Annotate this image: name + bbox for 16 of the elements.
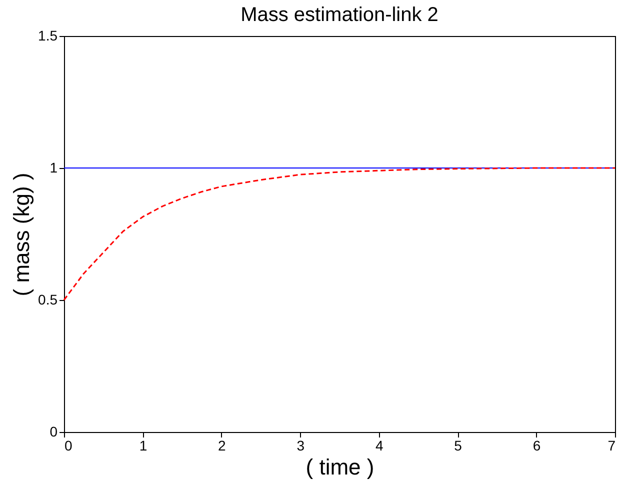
x-tick-label: 1 bbox=[139, 438, 148, 454]
y-axis-title: ( mass (kg) ) bbox=[9, 172, 34, 296]
x-tick-label: 3 bbox=[296, 438, 305, 454]
x-axis-title: ( time ) bbox=[306, 454, 374, 480]
x-tick-label: 5 bbox=[454, 438, 462, 454]
line-series bbox=[63, 167, 616, 301]
y-tick-label: 1.5 bbox=[38, 28, 58, 44]
x-tick-label: 6 bbox=[532, 438, 541, 454]
x-tick-label: 7 bbox=[608, 438, 616, 454]
x-tick-label: 4 bbox=[375, 438, 384, 454]
x-tick-label: 2 bbox=[218, 438, 226, 454]
x-tick-label: 0 bbox=[64, 438, 72, 454]
y-tick-label: 1 bbox=[50, 160, 58, 176]
y-tick-label: 0.5 bbox=[38, 292, 58, 308]
chart-title: Mass estimation-link 2 bbox=[240, 4, 438, 26]
y-tick-label: 0 bbox=[50, 424, 58, 440]
